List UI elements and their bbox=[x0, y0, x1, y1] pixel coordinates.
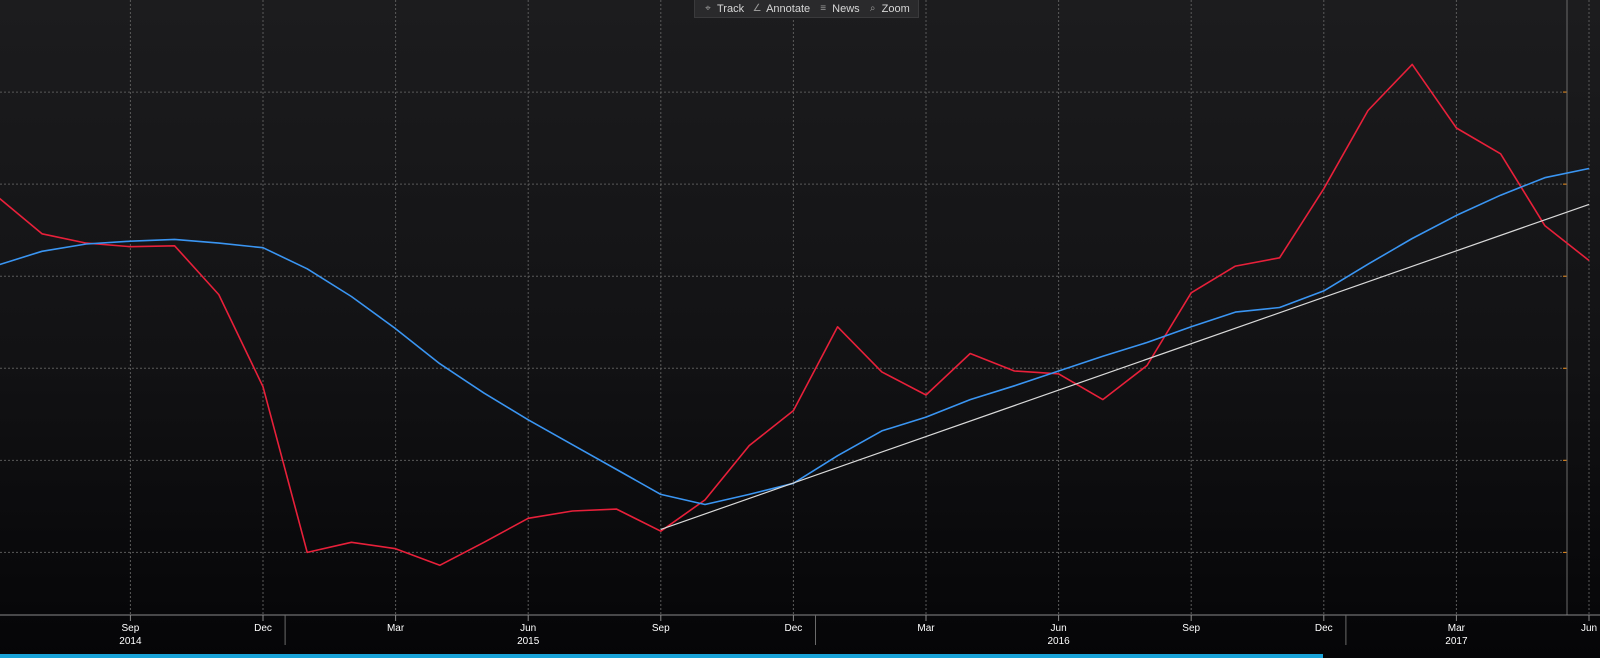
crosshair-icon: ⌖ bbox=[705, 3, 711, 14]
zoom-button[interactable]: ⌕ Zoom bbox=[864, 0, 914, 17]
x-tick-label: Jun bbox=[1581, 623, 1597, 634]
track-button[interactable]: ⌖ Track bbox=[699, 0, 748, 17]
x-year-label: 2014 bbox=[119, 636, 142, 647]
x-tick-label: Jun bbox=[520, 623, 536, 634]
time-range-scrollbar[interactable] bbox=[0, 654, 1323, 658]
x-tick-label: Dec bbox=[254, 623, 272, 634]
x-tick-label: Sep bbox=[122, 623, 140, 634]
x-year-label: 2015 bbox=[517, 636, 540, 647]
zoom-label: Zoom bbox=[881, 2, 910, 15]
x-axis: Sep 2014 Dec Mar Jun 2015 Sep Dec Mar Jun 2016 Sep D… bbox=[0, 614, 1600, 647]
x-tick-label: Jun bbox=[1051, 623, 1067, 634]
news-label: News bbox=[832, 2, 860, 15]
news-icon: ≡ bbox=[820, 3, 827, 14]
series_a-line bbox=[0, 63, 1590, 567]
x-tick-label: Dec bbox=[1315, 623, 1333, 634]
x-tick-label: Mar bbox=[387, 623, 405, 634]
chart-toolbar: ⌖ Track ∠ Annotate ≡ News ⌕ Zoom bbox=[694, 0, 919, 18]
x-tick-label: Mar bbox=[1448, 623, 1466, 634]
annotate-label: Annotate bbox=[766, 2, 811, 15]
annotate-button[interactable]: ∠ Annotate bbox=[748, 0, 814, 17]
x-tick-label: Dec bbox=[785, 623, 803, 634]
pencil-icon: ∠ bbox=[752, 3, 762, 14]
trend-line bbox=[660, 203, 1590, 530]
series-layer bbox=[0, 63, 1590, 567]
track-label: Track bbox=[717, 2, 745, 15]
x-tick-label: Sep bbox=[1182, 623, 1200, 634]
magnifier-icon: ⌕ bbox=[869, 3, 876, 14]
x-year-label: 2016 bbox=[1047, 636, 1070, 647]
grid-layer bbox=[0, 0, 1590, 615]
x-tick-label: Sep bbox=[652, 623, 670, 634]
news-button[interactable]: ≡ News bbox=[814, 0, 864, 17]
x-tick-label: Mar bbox=[917, 623, 935, 634]
x-year-label: 2017 bbox=[1445, 636, 1468, 647]
